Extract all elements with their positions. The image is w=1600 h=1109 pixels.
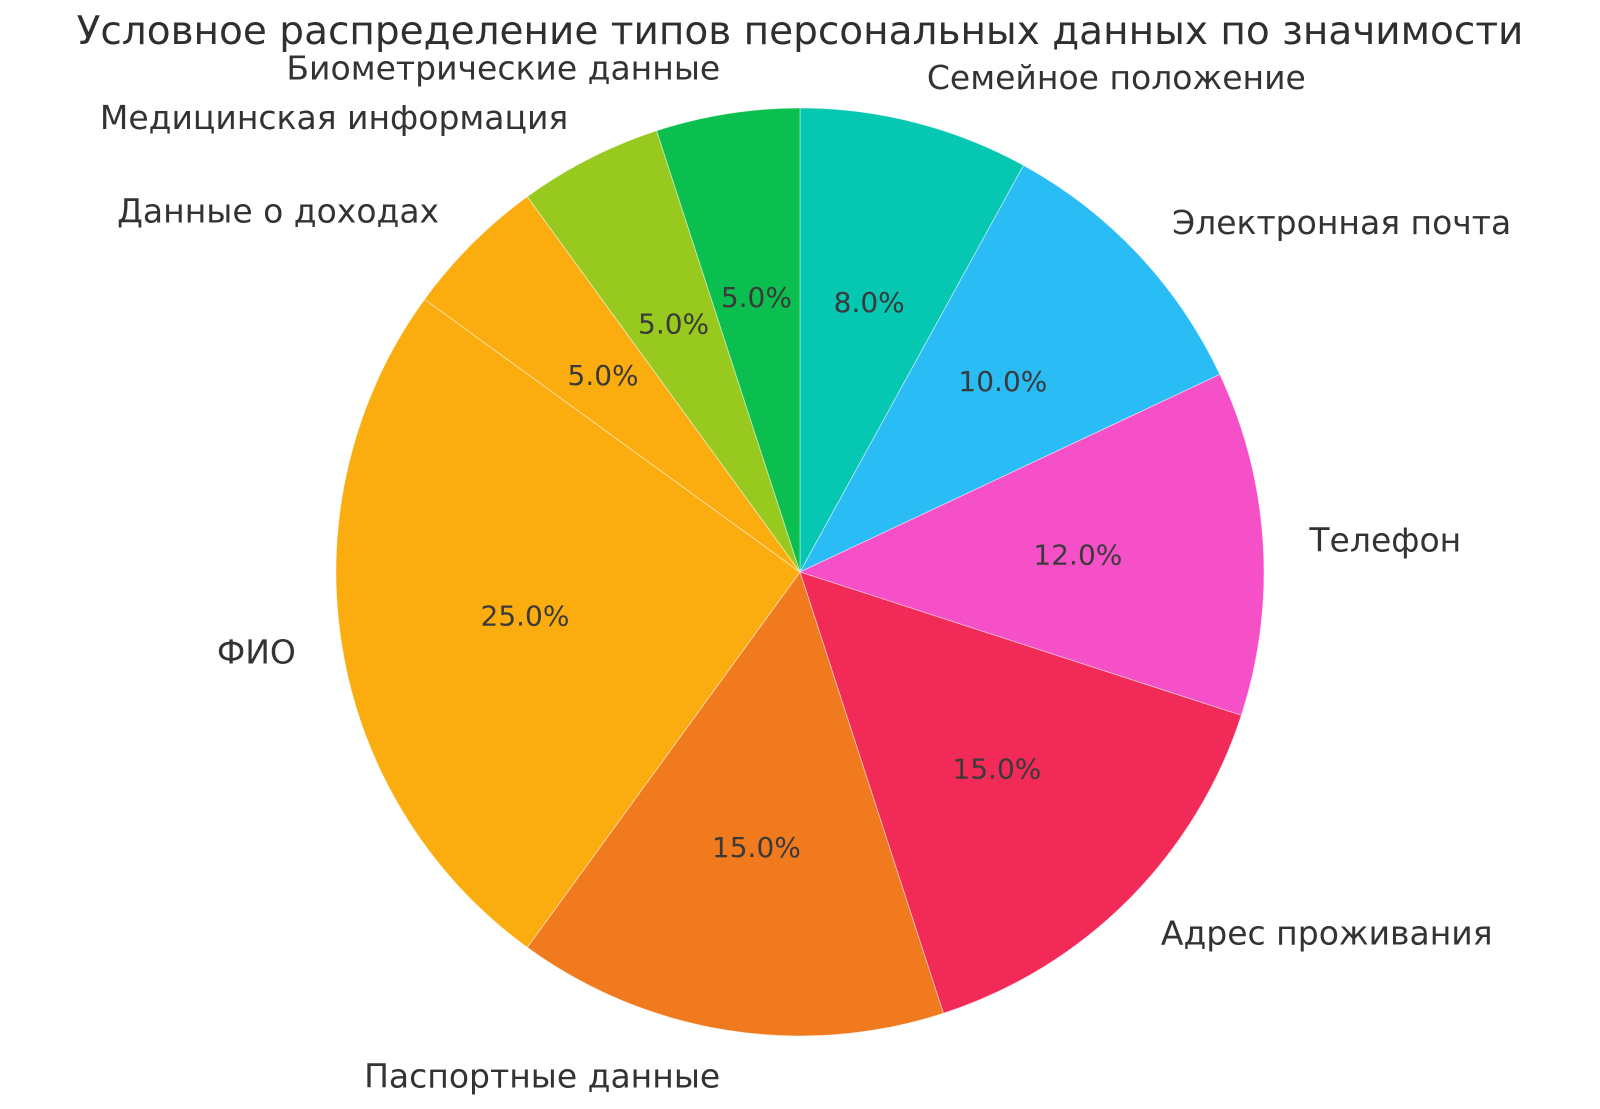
slice-pct-label-6: 5.0% [568,359,639,392]
pie-slice-6 [424,196,801,573]
pie-slice-2 [798,373,1265,716]
pie-slice-4 [526,571,944,1037]
slice-pct-label-1: 10.0% [958,365,1047,398]
pie-slice-8 [656,107,801,573]
slice-pct-label-8: 5.0% [721,281,792,314]
pie-slice-0 [799,107,1025,573]
pie-slice-3 [799,571,1242,1014]
slice-label-3: Адрес проживания [1161,913,1493,952]
slice-pct-label-3: 15.0% [952,753,1041,786]
slice-label-0: Семейное положение [927,58,1306,97]
slice-label-7: Медицинская информация [100,98,568,137]
slice-pct-label-7: 5.0% [638,308,709,341]
slice-pct-label-4: 15.0% [712,831,801,864]
chart-title: Условное распределение типов персональны… [76,9,1524,54]
slice-label-5: ФИО [217,632,296,671]
slice-pct-label-2: 12.0% [1033,538,1122,571]
pie-slice-1 [799,164,1221,573]
slice-label-4: Паспортные данные [364,1057,720,1096]
pie-slice-7 [526,130,801,573]
slice-label-8: Биометрические данные [286,48,720,87]
slice-pct-label-5: 25.0% [481,599,570,632]
slice-label-2: Телефон [1308,521,1461,560]
slice-label-6: Данные о доходах [117,192,439,231]
slice-label-1: Электронная почта [1172,203,1511,242]
pie-slice-5 [335,298,801,948]
slice-pct-label-0: 8.0% [834,286,905,319]
